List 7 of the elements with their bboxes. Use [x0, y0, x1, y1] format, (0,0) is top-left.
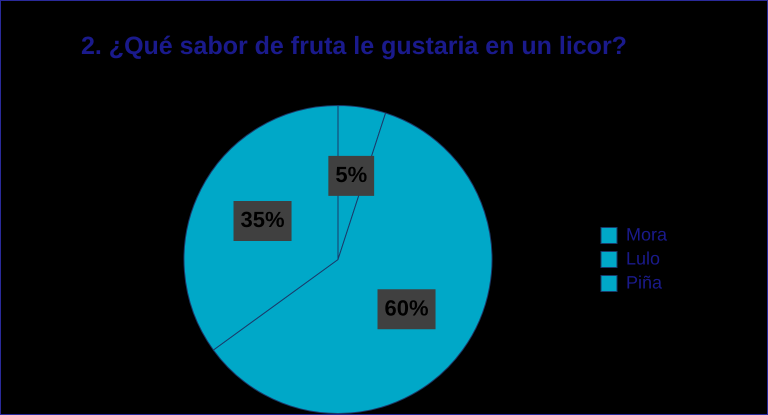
data-label: 60%: [384, 295, 429, 320]
chart-title: 2. ¿Qué sabor de fruta le gustaria en un licor?: [81, 32, 628, 60]
legend-label: Lulo: [626, 248, 660, 268]
data-label: 5%: [335, 162, 368, 187]
legend-label: Mora: [626, 224, 668, 244]
legend-label: Piña: [626, 272, 664, 292]
data-label: 35%: [240, 207, 285, 232]
